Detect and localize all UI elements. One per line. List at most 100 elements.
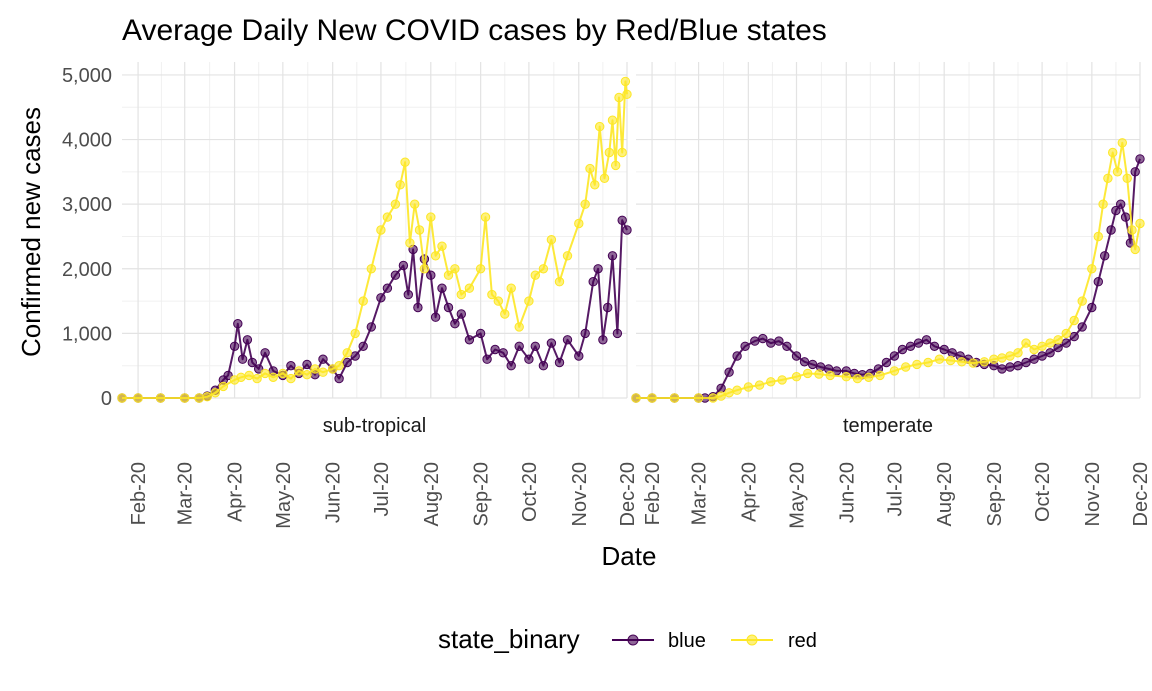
data-point-red (133, 393, 143, 403)
data-point-red (611, 160, 621, 171)
legend-key-red (731, 634, 773, 646)
data-point-blue (807, 359, 818, 370)
data-point-red (493, 296, 503, 306)
data-point-blue (1087, 302, 1097, 313)
data-point-blue (1111, 205, 1121, 216)
data-point-red (1112, 167, 1123, 177)
x-tick-label: Mar-20 (689, 462, 711, 525)
x-axis-title: Date (602, 541, 657, 571)
data-point-red (1029, 344, 1039, 355)
data-point-red (864, 372, 874, 382)
data-point-red (957, 357, 967, 367)
data-point-blue (750, 336, 760, 346)
y-tick-label: 3,000 (62, 194, 112, 216)
data-point-blue (607, 251, 618, 261)
data-point-blue (403, 289, 413, 300)
data-point-blue (997, 364, 1007, 374)
x-tick-label: Mar-20 (175, 462, 197, 525)
data-point-red (766, 377, 776, 387)
data-point-blue (897, 344, 908, 355)
data-point-blue (223, 370, 233, 381)
data-point-red (1103, 173, 1113, 184)
x-tick-label: Dec-20 (1130, 462, 1152, 526)
data-point-blue (799, 357, 810, 367)
data-point-red (546, 235, 557, 245)
data-point-blue (1100, 251, 1110, 261)
data-point-red (302, 370, 312, 380)
data-point-red (405, 238, 415, 248)
data-point-red (294, 366, 304, 376)
data-point-blue (450, 319, 460, 329)
data-point-blue (617, 215, 627, 226)
data-point-blue (358, 341, 368, 351)
data-point-red (614, 92, 624, 103)
data-point-blue (929, 341, 940, 351)
x-tick-label: Jul-20 (884, 462, 906, 516)
data-point-red (244, 370, 254, 381)
data-point-red (979, 357, 989, 367)
x-tick-label: Apr-20 (225, 462, 247, 522)
data-point-red (514, 322, 524, 332)
data-point-blue (598, 335, 608, 345)
data-point-blue (939, 344, 949, 355)
data-point-red (604, 147, 614, 158)
data-point-red (1130, 244, 1140, 255)
data-point-red (414, 225, 425, 235)
data-point-red (580, 199, 590, 209)
data-point-blue (426, 270, 436, 280)
data-point-red (754, 380, 765, 390)
data-point-red (617, 147, 627, 158)
facet-layer: 0 1,000 2,000 3,000 4,000 5,000 Feb-20 Mar-20 Ap… (62, 62, 1152, 529)
facet-panel-sub-tropical: Feb-20 Mar-20 Apr-20 May-20 Jun-20 Jul-20 Aug-… (117, 62, 639, 529)
data-point-red (538, 264, 549, 274)
legend-key-blue-point (627, 634, 639, 646)
data-point-red (1021, 338, 1031, 348)
data-point-blue (242, 335, 253, 345)
data-point-red (724, 388, 734, 398)
chart-title: Average Daily New COVID cases by Red/Blu… (122, 14, 827, 47)
data-point-blue (1116, 199, 1126, 209)
data-point-blue (622, 225, 632, 235)
data-point-blue (260, 348, 270, 358)
data-point-red (590, 180, 600, 190)
facet-strip-label: sub-tropical (323, 415, 426, 437)
data-point-blue (612, 328, 623, 339)
data-point-red (1069, 315, 1079, 326)
data-point-blue (498, 348, 508, 358)
data-point-red (194, 393, 204, 403)
data-point-red (732, 385, 742, 395)
x-tick-label: May-20 (787, 462, 809, 529)
data-point-red (1045, 338, 1055, 348)
data-point-blue (342, 357, 352, 368)
data-point-red (574, 218, 584, 229)
data-point-blue (574, 351, 584, 361)
x-tick-label: Sep-20 (471, 462, 493, 527)
data-point-blue (1021, 357, 1031, 368)
data-point-red (1093, 231, 1104, 242)
data-point-blue (302, 359, 312, 370)
data-point-blue (947, 348, 957, 358)
data-point-red (180, 393, 190, 403)
data-point-red (825, 370, 835, 381)
data-point-blue (766, 338, 776, 348)
data-point-red (1127, 225, 1137, 235)
data-point-red (923, 357, 933, 368)
data-point-blue (774, 336, 784, 346)
data-point-red (400, 157, 410, 167)
data-point-blue (758, 333, 768, 344)
series-line-red (636, 141, 1141, 399)
data-point-red (585, 163, 595, 174)
data-point-red (437, 241, 447, 251)
data-point-blue (913, 338, 924, 348)
x-tick-label: May-20 (273, 462, 295, 529)
data-point-blue (1077, 322, 1087, 332)
data-point-blue (554, 357, 565, 368)
data-point-blue (732, 351, 742, 361)
data-point-red (236, 372, 246, 382)
data-point-blue (254, 364, 264, 374)
data-point-blue (782, 341, 792, 351)
data-point-blue (889, 351, 900, 361)
data-point-red (607, 115, 618, 125)
data-point-red (599, 173, 610, 184)
